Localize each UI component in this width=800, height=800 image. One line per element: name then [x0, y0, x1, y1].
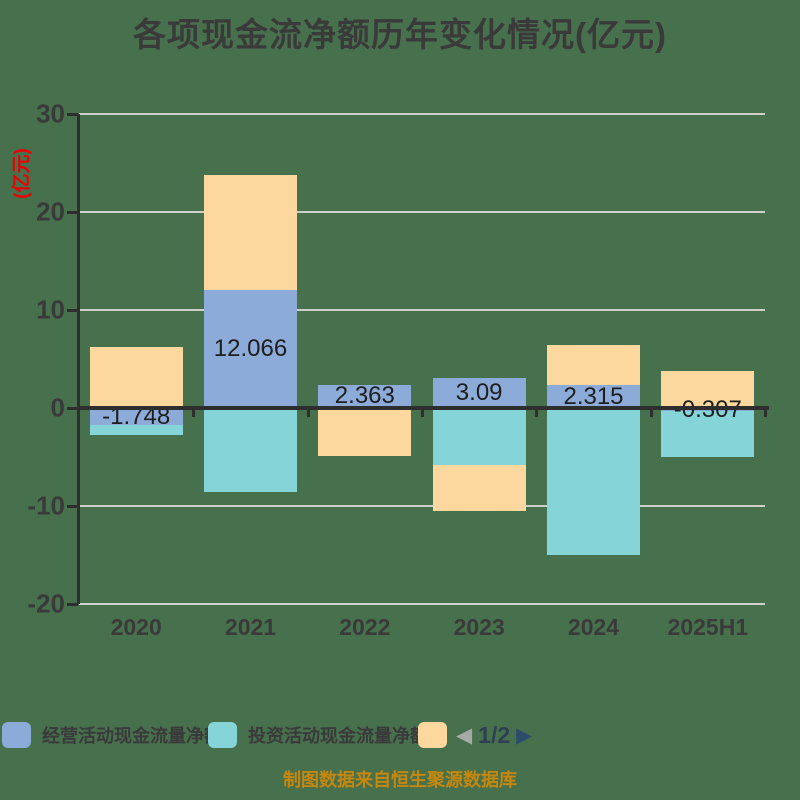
bar-value-label-2022: 2.363	[334, 382, 395, 410]
pager-page-indicator: 1/2	[478, 721, 511, 748]
x-axis-label-2024: 2024	[567, 614, 620, 640]
pager-prev-icon[interactable]: ◀	[456, 723, 473, 747]
gridline-10	[79, 309, 765, 311]
x-axis-label-2022: 2022	[339, 614, 391, 640]
bar-2025H1-series2	[661, 370, 755, 408]
x-axis-label-2020: 2020	[110, 614, 162, 640]
operating-series-swatch	[2, 722, 31, 748]
y-axis-tick--20	[67, 602, 78, 606]
y-axis-tick-label-0: 0	[50, 392, 65, 423]
chart-title: 各项现金流净额历年变化情况(亿元)	[133, 16, 667, 53]
bar-2021-series1	[204, 408, 297, 493]
y-axis-tick-30	[67, 112, 78, 116]
investing-series-swatch	[208, 722, 237, 748]
legend: 经营活动现金流量净额 投资活动现金流量净额 ◀ 1/2 ▶	[0, 721, 800, 749]
bar-value-label-2021: 12.066	[213, 334, 288, 362]
y-axis-tick-label-20: 20	[36, 196, 65, 227]
legend-label-operating: 经营活动现金流量净额	[42, 726, 222, 746]
y-axis-tick-label-10: 10	[36, 294, 65, 325]
x-axis-tick-6	[764, 408, 767, 417]
y-axis-line	[77, 114, 80, 604]
gridline-20	[79, 211, 765, 213]
y-axis-tick--10	[67, 504, 78, 508]
third-series-swatch	[418, 722, 447, 748]
bar-value-label-2023: 3.09	[455, 378, 503, 406]
bar-2024-series0	[547, 385, 640, 408]
bar-2024-series1	[547, 408, 640, 555]
legend-item-third[interactable]	[418, 721, 447, 749]
bar-2022-series2	[318, 408, 412, 457]
x-axis-tick-2	[306, 408, 310, 417]
x-axis-tick-1	[192, 408, 196, 417]
legend-pager: ◀ 1/2 ▶	[456, 721, 532, 749]
x-axis-tick-5	[649, 408, 653, 417]
legend-label-investing: 投资活动现金流量净额	[248, 726, 428, 746]
y-axis-tick-label--10: -10	[27, 490, 65, 521]
gridline--10	[79, 505, 765, 507]
bar-2020-series2	[89, 347, 183, 408]
x-axis-tick-4	[535, 408, 539, 417]
x-axis-tick-3	[421, 408, 424, 417]
pager-next-icon[interactable]: ▶	[516, 723, 533, 747]
x-axis-label-2023: 2023	[453, 614, 505, 640]
bar-2023-series0	[432, 377, 526, 408]
y-axis-tick-label-30: 30	[36, 98, 65, 129]
x-axis-label-2025H1: 2025H1	[667, 614, 749, 640]
bar-2022-series0	[318, 384, 412, 408]
bar-2021-series0	[204, 289, 297, 408]
bar-2020-series0	[89, 408, 183, 426]
legend-item-operating[interactable]: 经营活动现金流量净额	[2, 721, 222, 749]
bar-2023-series1	[432, 408, 526, 465]
data-source-note: 制图数据来自恒生聚源数据库	[283, 770, 517, 790]
x-axis-zero-line	[79, 406, 769, 410]
gridline--20	[79, 603, 765, 605]
bar-2025H1-series1	[661, 408, 755, 457]
y-axis-tick-label--20: -20	[27, 588, 65, 619]
gridline-30	[79, 113, 765, 115]
y-axis-tick-20	[67, 210, 78, 214]
x-axis-label-2021: 2021	[224, 614, 277, 640]
y-axis-tick-10	[67, 308, 78, 312]
bar-value-label-2024: 2.315	[563, 382, 624, 410]
y-axis-tick-0	[67, 406, 78, 410]
legend-item-investing[interactable]: 投资活动现金流量净额	[208, 721, 428, 749]
